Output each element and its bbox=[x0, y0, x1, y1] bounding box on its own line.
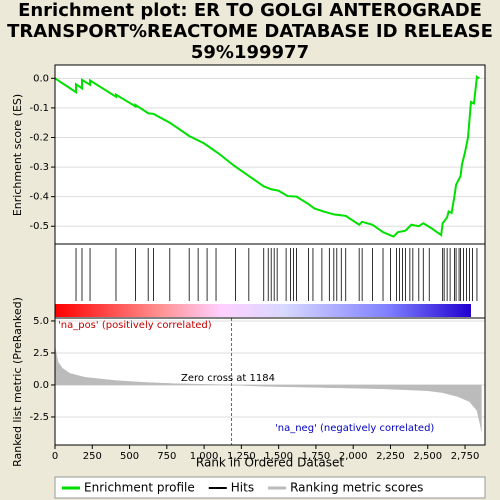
plot-frame bbox=[54, 64, 486, 446]
chart-title: Enrichment plot: ER TO GOLGI ANTEROGRADE… bbox=[7, 0, 493, 63]
legend-label: Enrichment profile bbox=[84, 481, 195, 495]
y-tick-label: -0.2 bbox=[29, 132, 49, 143]
metric-area bbox=[54, 346, 482, 432]
y-tick-label: 5.0 bbox=[33, 316, 49, 327]
y-tick-label: -2.5 bbox=[29, 412, 49, 423]
y-tick-label: -0.5 bbox=[29, 221, 49, 232]
y-tick-label: -0.1 bbox=[29, 103, 49, 114]
x-tick-label: 1,000 bbox=[190, 451, 219, 462]
legend-label: Ranking metric scores bbox=[290, 481, 423, 495]
x-tick-label: 1,500 bbox=[264, 451, 293, 462]
x-tick-label: 750 bbox=[157, 451, 176, 462]
x-tick-label: 2,000 bbox=[339, 451, 368, 462]
annotation: Zero cross at 1184 bbox=[181, 373, 275, 384]
legend-label: Hits bbox=[231, 481, 254, 495]
x-tick-label: 0 bbox=[52, 451, 58, 462]
x-tick-label: 2,250 bbox=[376, 451, 405, 462]
y-axis-label: Enrichment score (ES) bbox=[11, 94, 24, 216]
y-axis-label: Ranked list metric (PreRanked) bbox=[11, 297, 24, 467]
x-tick-label: 2,500 bbox=[413, 451, 442, 462]
x-tick-label: 250 bbox=[83, 451, 102, 462]
x-tick-label: 2,750 bbox=[451, 451, 480, 462]
x-tick-label: 500 bbox=[120, 451, 139, 462]
y-tick-label: -0.3 bbox=[29, 162, 49, 173]
x-tick-label: 1,750 bbox=[302, 451, 331, 462]
x-tick-label: 1,250 bbox=[227, 451, 256, 462]
rank-colorbar bbox=[55, 304, 471, 317]
x-axis-label: Rank in Ordered Dataset bbox=[196, 456, 344, 470]
y-tick-label: -0.4 bbox=[29, 192, 49, 203]
annotation: 'na_pos' (positively correlated) bbox=[58, 320, 212, 331]
y-tick-label: 0.0 bbox=[33, 380, 49, 391]
annotation: 'na_neg' (negatively correlated) bbox=[275, 423, 434, 434]
enrichment-line bbox=[54, 75, 480, 238]
y-tick-label: 2.5 bbox=[33, 348, 49, 359]
y-tick-label: 0.0 bbox=[33, 73, 49, 84]
